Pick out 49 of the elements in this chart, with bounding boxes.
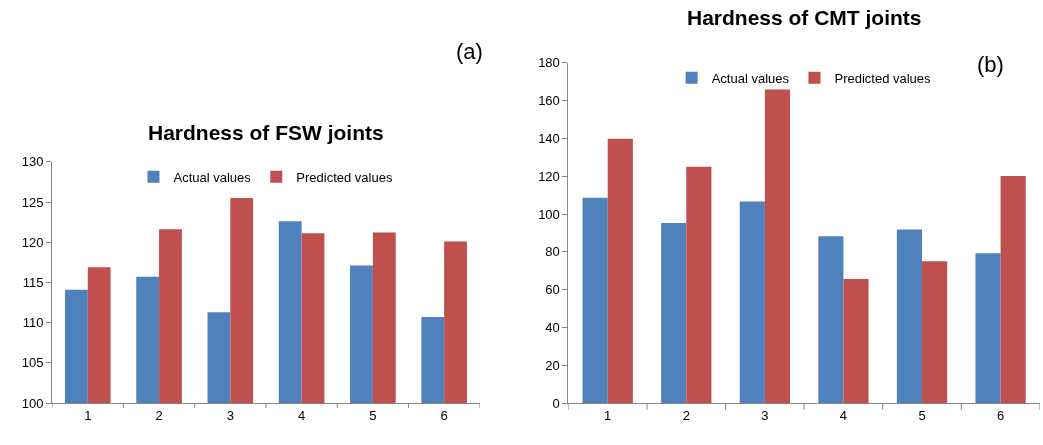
x-tick-label: 5	[369, 407, 377, 423]
y-tick-label: 40	[545, 320, 560, 335]
chart-title: Hardness of CMT joints	[687, 6, 922, 29]
y-tick-label: 130	[21, 154, 44, 170]
x-tick-label: 6	[996, 407, 1005, 423]
legend-label: Actual values	[711, 70, 790, 86]
y-tick-label: 0	[552, 395, 560, 411]
y-tick-label: 100	[538, 206, 560, 222]
bar	[661, 222, 687, 404]
y-tick-label: 80	[545, 244, 560, 260]
bar	[1000, 176, 1026, 404]
bar	[764, 89, 790, 404]
x-tick-label: 2	[682, 407, 690, 423]
bar	[818, 236, 844, 404]
x-tick-label: 2	[155, 407, 163, 423]
bar	[607, 138, 633, 404]
x-tick-label: 1	[84, 407, 92, 423]
legend-label: Predicted values	[834, 70, 932, 86]
x-tick-label: 4	[839, 407, 848, 423]
y-tick-label: 115	[22, 274, 44, 290]
y-tick-label: 160	[538, 93, 560, 109]
y-tick-label: 60	[545, 282, 560, 298]
x-tick-label: 3	[761, 407, 769, 423]
y-tick-label: 120	[538, 168, 560, 184]
bar	[739, 201, 765, 404]
annotation: (b)	[977, 52, 1004, 77]
x-tick-label: 4	[297, 407, 306, 423]
bar	[582, 197, 608, 404]
y-tick-label: 180	[538, 55, 560, 71]
x-tick-label: 5	[918, 407, 926, 423]
y-tick-label: 140	[538, 131, 560, 147]
x-tick-label: 3	[226, 407, 234, 423]
y-tick-label: 120	[21, 234, 44, 250]
legend-label: Predicted values	[296, 169, 393, 185]
text: (a)	[456, 39, 483, 64]
x-tick-label: 1	[604, 407, 612, 423]
bar	[896, 229, 923, 404]
bar	[686, 166, 712, 404]
bar	[975, 253, 1001, 404]
y-tick-label: 100	[21, 395, 44, 411]
x-tick-label: 6	[440, 407, 448, 423]
bar	[843, 278, 869, 404]
y-tick-label: 20	[545, 357, 560, 373]
legend-label: Actual values	[173, 169, 252, 185]
y-tick-label: 125	[21, 194, 44, 210]
bar	[922, 261, 948, 404]
y-tick-label: 105	[21, 355, 44, 371]
y-tick-label: 110	[22, 315, 44, 331]
chart-title: Hardness of FSW joints	[148, 121, 384, 144]
